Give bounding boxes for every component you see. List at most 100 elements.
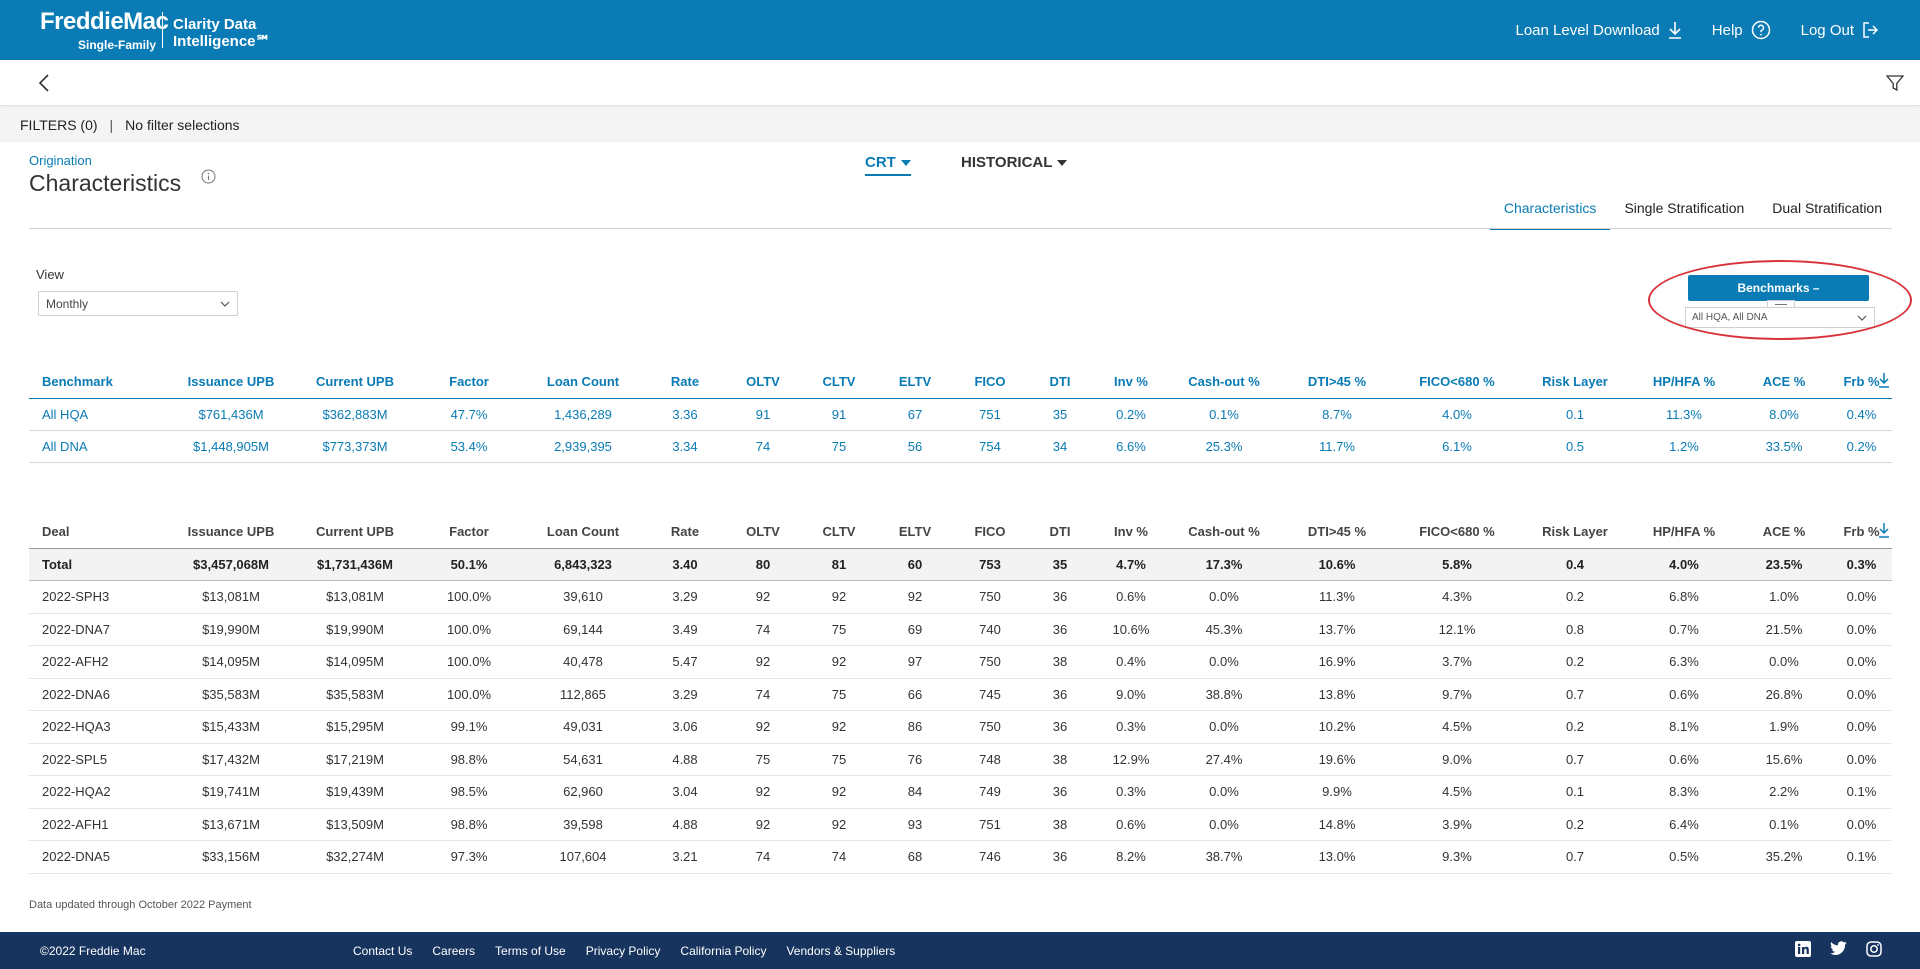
breadcrumb[interactable]: Origination	[29, 153, 92, 168]
table-cell: 45.3%	[1169, 613, 1279, 646]
view-select[interactable]: Monthly	[38, 291, 238, 316]
table-cell: 0.0%	[1831, 580, 1892, 614]
column-header-eltv[interactable]: ELTV	[877, 516, 953, 549]
table-cell: 12.9%	[1093, 743, 1169, 776]
table-row[interactable]: 2022-AFH2 $14,095M $14,095M 100.0% 40,478 5.4…	[29, 645, 1892, 679]
column-header-label: Frb %	[1843, 524, 1880, 540]
table-cell: 54,631	[521, 743, 645, 776]
column-header-fico[interactable]: FICO	[953, 516, 1027, 549]
footer-link-careers[interactable]: Careers	[432, 944, 476, 958]
column-header-issuance-upb[interactable]: Issuance UPB	[169, 366, 293, 399]
column-header-hp-hfa[interactable]: HP/HFA %	[1631, 516, 1737, 549]
column-header-inv[interactable]: Inv %	[1093, 516, 1169, 549]
column-header-cltv[interactable]: CLTV	[801, 366, 877, 399]
data-updated-note: Data updated through October 2022 Paymen…	[29, 899, 252, 911]
twitter-icon[interactable]	[1830, 941, 1847, 956]
table-cell: 746	[953, 840, 1027, 874]
table-row[interactable]: 2022-AFH1 $13,671M $13,509M 98.8% 39,598 4.88…	[29, 808, 1892, 841]
column-header-loan-count[interactable]: Loan Count	[521, 366, 645, 399]
column-header-benchmark[interactable]: Benchmark	[29, 366, 169, 399]
footer-link-privacy-policy[interactable]: Privacy Policy	[585, 944, 661, 958]
column-header-inv[interactable]: Inv %	[1093, 366, 1169, 399]
table-cell: $17,219M	[293, 743, 417, 776]
column-header-label: Inv %	[1114, 524, 1148, 540]
tab-single-stratification[interactable]: Single Stratification	[1624, 200, 1745, 216]
benchmark-row[interactable]: All DNA $1,448,905M $773,373M 53.4% 2,939,39…	[29, 430, 1892, 463]
column-header-rate[interactable]: Rate	[645, 516, 725, 549]
footer-link-terms-of-use[interactable]: Terms of Use	[495, 944, 566, 958]
table-cell: 36	[1027, 840, 1093, 874]
freddie-mac-logo[interactable]: FreddieMac Single-Family	[40, 8, 169, 52]
column-header-loan-count[interactable]: Loan Count	[521, 516, 645, 549]
download-icon[interactable]	[1878, 522, 1890, 538]
column-header-frb[interactable]: Frb %	[1831, 516, 1892, 549]
column-header-eltv[interactable]: ELTV	[877, 366, 953, 399]
instagram-icon[interactable]	[1866, 941, 1882, 957]
column-header-label: Issuance UPB	[187, 524, 275, 540]
table-cell: 8.1%	[1631, 710, 1737, 744]
table-row[interactable]: 2022-DNA6 $35,583M $35,583M 100.0% 112,865 3.…	[29, 678, 1892, 711]
historical-dropdown[interactable]: HISTORICAL	[961, 154, 1068, 171]
table-row[interactable]: 2022-HQA2 $19,741M $19,439M 98.5% 62,960 3.04…	[29, 775, 1892, 809]
table-cell: $773,373M	[293, 430, 417, 463]
table-row[interactable]: 2022-DNA7 $19,990M $19,990M 100.0% 69,144 3.4…	[29, 613, 1892, 646]
column-header-fico-680[interactable]: FICO<680 %	[1395, 366, 1519, 399]
column-header-frb[interactable]: Frb %	[1831, 366, 1892, 399]
column-header-ace[interactable]: ACE %	[1737, 366, 1831, 399]
total-row[interactable]: Total $3,457,068M $1,731,436M 50.1% 6,843,32…	[29, 548, 1892, 581]
linkedin-icon[interactable]	[1795, 941, 1811, 957]
tab-dual-stratification[interactable]: Dual Stratification	[1772, 200, 1882, 216]
filter-icon[interactable]	[1886, 74, 1904, 92]
table-cell: 92	[801, 580, 877, 614]
table-cell: 80	[725, 548, 801, 581]
column-header-issuance-upb[interactable]: Issuance UPB	[169, 516, 293, 549]
column-header-dti-45[interactable]: DTI>45 %	[1279, 366, 1395, 399]
benchmarks-button[interactable]: Benchmarks –	[1688, 275, 1869, 301]
column-header-oltv[interactable]: OLTV	[725, 366, 801, 399]
column-header-risk-layer[interactable]: Risk Layer	[1519, 366, 1631, 399]
table-row[interactable]: 2022-SPH3 $13,081M $13,081M 100.0% 39,610 3.2…	[29, 580, 1892, 614]
column-header-factor[interactable]: Factor	[417, 366, 521, 399]
column-header-dti[interactable]: DTI	[1027, 516, 1093, 549]
column-header-deal[interactable]: Deal	[29, 516, 169, 549]
table-cell: 23.5%	[1737, 548, 1831, 581]
column-header-fico-680[interactable]: FICO<680 %	[1395, 516, 1519, 549]
column-header-cltv[interactable]: CLTV	[801, 516, 877, 549]
column-header-ace[interactable]: ACE %	[1737, 516, 1831, 549]
footer-link-vendors-suppliers[interactable]: Vendors & Suppliers	[786, 944, 896, 958]
column-header-risk-layer[interactable]: Risk Layer	[1519, 516, 1631, 549]
column-header-dti-45[interactable]: DTI>45 %	[1279, 516, 1395, 549]
column-header-rate[interactable]: Rate	[645, 366, 725, 399]
footer-link-contact-us[interactable]: Contact Us	[353, 944, 413, 958]
column-header-hp-hfa[interactable]: HP/HFA %	[1631, 366, 1737, 399]
product-name: Clarity Data Intelligence℠	[173, 16, 271, 50]
log-out-link[interactable]: Log Out	[1801, 21, 1880, 39]
filters-count[interactable]: FILTERS (0)	[20, 116, 98, 133]
download-icon[interactable]	[1878, 372, 1890, 388]
column-header-oltv[interactable]: OLTV	[725, 516, 801, 549]
benchmark-row[interactable]: All HQA $761,436M $362,883M 47.7% 1,436,289 3…	[29, 398, 1892, 431]
table-row[interactable]: 2022-SPL5 $17,432M $17,219M 98.8% 54,631 4.88…	[29, 743, 1892, 776]
benchmarks-select[interactable]: All HQA, All DNA	[1685, 307, 1875, 328]
column-header-current-upb[interactable]: Current UPB	[293, 516, 417, 549]
table-row[interactable]: 2022-DNA5 $33,156M $32,274M 97.3% 107,604 3.2…	[29, 840, 1892, 874]
column-header-dti[interactable]: DTI	[1027, 366, 1093, 399]
column-header-current-upb[interactable]: Current UPB	[293, 366, 417, 399]
column-header-cash-out[interactable]: Cash-out %	[1169, 366, 1279, 399]
row-label: 2022-DNA5	[29, 840, 169, 874]
column-header-fico[interactable]: FICO	[953, 366, 1027, 399]
column-header-factor[interactable]: Factor	[417, 516, 521, 549]
table-row[interactable]: 2022-HQA3 $15,433M $15,295M 99.1% 49,031 3.06…	[29, 710, 1892, 744]
table-cell: 0.0%	[1831, 808, 1892, 841]
loan-level-download-link[interactable]: Loan Level Download	[1515, 21, 1681, 39]
row-label: All HQA	[29, 398, 169, 431]
help-link[interactable]: Help	[1712, 20, 1771, 40]
table-cell: $19,741M	[169, 775, 293, 809]
crt-dropdown[interactable]: CRT	[865, 154, 911, 176]
footer-link-california-policy[interactable]: California Policy	[680, 944, 767, 958]
info-icon[interactable]	[201, 169, 216, 184]
tab-characteristics[interactable]: Characteristics	[1489, 190, 1611, 230]
back-arrow-icon[interactable]	[38, 73, 50, 93]
table-cell: 0.2	[1519, 580, 1631, 614]
column-header-cash-out[interactable]: Cash-out %	[1169, 516, 1279, 549]
